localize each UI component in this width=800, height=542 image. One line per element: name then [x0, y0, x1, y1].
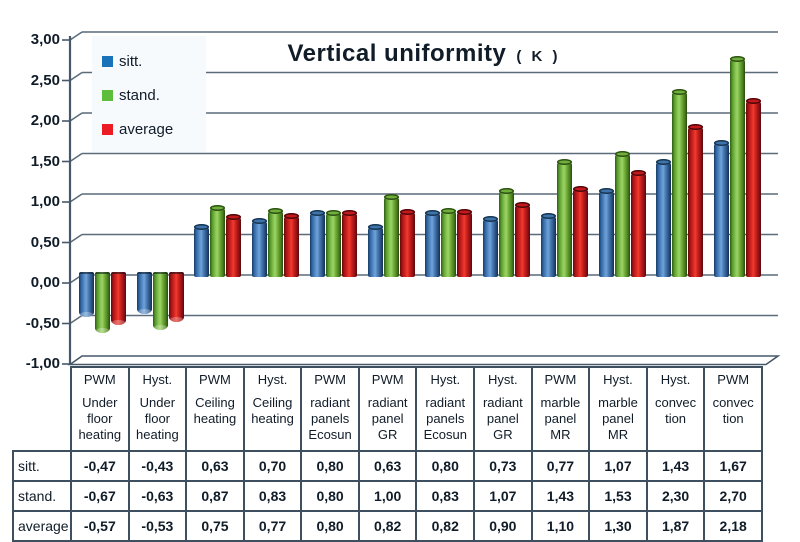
- table-value-cell: 0,87: [185, 480, 245, 512]
- table-row: sitt. -0,47 -0,43 0,63 0,70 0,80 0,63 0,80 0,73 0…: [12, 450, 763, 482]
- legend-label: average: [119, 120, 174, 138]
- chart-title-suffix: ( K ): [516, 48, 561, 65]
- column-header-mode: PWM: [199, 372, 231, 387]
- gridline-depth-connector: [69, 193, 83, 203]
- legend-label: stand.: [119, 86, 160, 104]
- column-header-name: Under floor heating: [136, 395, 179, 442]
- gridline-depth-connector: [69, 31, 83, 41]
- data-table: PWM Under floor heating Hyst. Under floor h…: [12, 366, 763, 542]
- column-header-name: convec tion: [654, 395, 697, 426]
- table-column-header: Hyst. radiant panels Ecosun: [415, 366, 476, 452]
- table-column-header: Hyst. convec tion: [645, 366, 706, 452]
- column-header-mode: PWM: [314, 372, 346, 387]
- chart-title-text: Vertical uniformity: [287, 40, 507, 67]
- table-column-header: PWM radiant panels Ecosun: [300, 366, 360, 452]
- table-value-cell: 1,43: [530, 480, 591, 512]
- table-column-header: Hyst. marble panel MR: [588, 366, 648, 452]
- table-corner-cell: [13, 367, 71, 451]
- gridline-depth-connector: [69, 233, 83, 244]
- column-header-name: radiant panels Ecosun: [308, 395, 352, 442]
- table-value-cell: 0,80: [300, 450, 360, 482]
- column-header-mode: PWM: [83, 372, 116, 387]
- gridline-depth-connector: [69, 314, 83, 325]
- chart-floor: [67, 355, 781, 366]
- table-row-label: stand.: [12, 480, 72, 512]
- gridline-depth-connector: [69, 152, 83, 163]
- table-value-cell: -0,47: [70, 450, 130, 482]
- table-value-cell: -0,63: [127, 480, 188, 512]
- column-header-name: marble panel MR: [540, 395, 581, 442]
- legend-item: sitt.: [102, 44, 202, 78]
- legend-item: average: [102, 112, 202, 146]
- y-axis-label: -1,00: [25, 355, 60, 372]
- legend-swatch-icon: [102, 123, 113, 135]
- legend-swatch-icon: [102, 55, 113, 67]
- table-value-cell: 0,63: [357, 450, 418, 482]
- table-column-header: Hyst. Under floor heating: [127, 366, 188, 452]
- chart-title: Vertical uniformity ( K ): [70, 40, 778, 68]
- gridline-depth-connector: [69, 274, 83, 284]
- table-value-cell: 2,70: [703, 480, 763, 512]
- table-value-cell: 0,83: [415, 480, 476, 512]
- table-row: stand. -0,67 -0,63 0,87 0,83 0,80 1,00 0,83 1,07…: [12, 480, 763, 512]
- column-header-name: radiant panel GR: [482, 395, 523, 442]
- column-header-mode: Hyst.: [142, 372, 173, 387]
- table-value-cell: 1,53: [588, 480, 648, 512]
- table-value-cell: 1,00: [357, 480, 418, 512]
- table-value-cell: 0,70: [242, 450, 303, 482]
- column-header-name: radiant panel GR: [367, 395, 408, 442]
- legend-swatch-icon: [102, 89, 113, 101]
- column-header-name: Ceiling heating: [193, 395, 237, 426]
- column-header-name: marble panel MR: [598, 395, 638, 442]
- y-axis-label: -0,50: [25, 314, 60, 332]
- legend-label: sitt.: [119, 52, 143, 70]
- table-column-header: PWM convec tion: [703, 366, 763, 452]
- table-value-cell: 0,83: [242, 480, 303, 512]
- table-column-header: PWM marble panel MR: [530, 366, 591, 452]
- table-value-cell: 0,80: [300, 480, 360, 512]
- table-column-header: PWM radiant panel GR: [357, 366, 418, 452]
- table-value-cell: 0,73: [473, 450, 533, 482]
- table-value-cell: 0,63: [185, 450, 245, 482]
- y-axis-label: 0,00: [30, 274, 60, 291]
- table-value-cell: 1,67: [703, 450, 763, 482]
- y-axis-label: 0,50: [30, 233, 60, 251]
- table-column-header: PWM Ceiling heating: [185, 366, 245, 452]
- column-header-name: Ceiling heating: [251, 395, 294, 426]
- table-value-cell: 0,80: [415, 450, 476, 482]
- column-header-mode: PWM: [717, 372, 750, 387]
- table-value-cell: -0,43: [127, 450, 188, 482]
- y-axis-label: 1,50: [30, 152, 60, 170]
- y-axis-label: 2,50: [30, 71, 60, 89]
- chart-legend: sitt. stand. average: [92, 36, 206, 152]
- column-header-mode: Hyst.: [257, 372, 288, 387]
- table-value-cell: 0,77: [530, 450, 591, 482]
- table-value-cell: -0,67: [70, 480, 130, 512]
- gridline-depth-connector: [69, 112, 83, 122]
- table-value-cell: 2,30: [645, 480, 706, 512]
- y-axis-label: 1,00: [30, 193, 60, 210]
- column-header-mode: Hyst.: [660, 372, 691, 387]
- column-header-mode: Hyst.: [603, 372, 633, 387]
- table-value-cell: 1,43: [645, 450, 706, 482]
- table-column-header: PWM Under floor heating: [70, 366, 130, 452]
- column-header-name: convec tion: [712, 395, 754, 426]
- column-header-name: Under floor heating: [78, 395, 122, 442]
- column-header-name: radiant panels Ecosun: [423, 395, 467, 442]
- y-axis-label: 2,00: [30, 112, 60, 129]
- legend-item: stand.: [102, 78, 202, 112]
- table-column-header: Hyst. radiant panel GR: [473, 366, 533, 452]
- gridline-depth-connector: [69, 71, 83, 82]
- table-value-cell: 1,07: [473, 480, 533, 512]
- column-header-mode: PWM: [544, 372, 577, 387]
- column-header-mode: Hyst.: [488, 372, 518, 387]
- y-axis-label: 3,00: [30, 31, 60, 48]
- column-header-mode: PWM: [371, 372, 404, 387]
- table-value-cell: 1,07: [588, 450, 648, 482]
- column-header-mode: Hyst.: [430, 372, 461, 387]
- table-row-label: sitt.: [12, 450, 72, 482]
- table-column-header: Hyst. Ceiling heating: [242, 366, 303, 452]
